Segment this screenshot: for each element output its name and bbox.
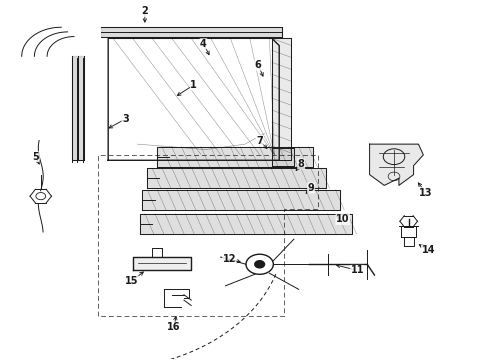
Text: 16: 16 [168,322,181,332]
Text: 12: 12 [222,254,236,264]
Circle shape [255,261,265,268]
Text: 14: 14 [421,245,435,255]
Text: 6: 6 [255,60,262,70]
Polygon shape [369,144,423,185]
Text: 4: 4 [200,39,207,49]
Text: 1: 1 [190,80,197,90]
Text: 13: 13 [419,188,433,198]
Text: 10: 10 [336,215,349,224]
Text: 3: 3 [122,114,129,124]
Text: 7: 7 [256,136,263,145]
Text: 9: 9 [308,183,315,193]
Text: 15: 15 [125,276,138,286]
Text: 5: 5 [32,152,39,162]
Text: 2: 2 [142,6,148,17]
Text: 8: 8 [298,159,305,169]
Text: 11: 11 [351,265,364,275]
